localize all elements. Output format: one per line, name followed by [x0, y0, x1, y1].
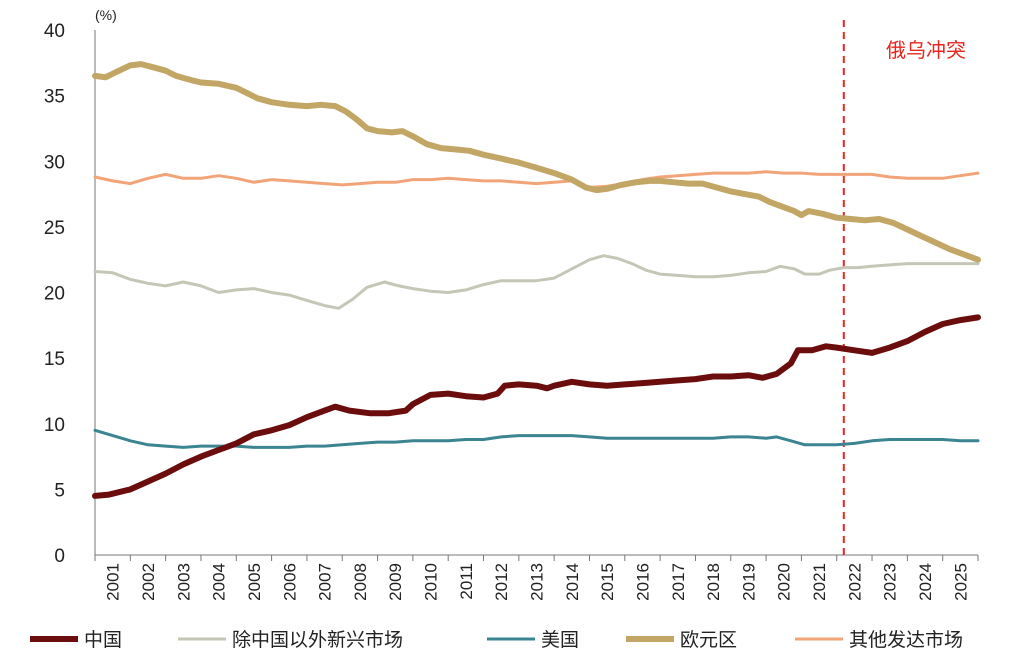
x-tick-label: 2005 [245, 563, 264, 601]
legend-label: 中国 [84, 629, 122, 651]
x-tick-label: 2012 [492, 563, 511, 601]
x-tick-label: 2006 [280, 563, 299, 601]
series-line-4 [93, 170, 980, 189]
legend-label: 其他发达市场 [849, 629, 963, 651]
x-tick-label: 2017 [669, 563, 688, 601]
y-tick-label: 20 [44, 284, 65, 305]
y-tick-label: 25 [44, 218, 65, 239]
legend-label: 美国 [541, 629, 579, 651]
legend-label: 欧元区 [680, 629, 737, 651]
x-tick-label: 2010 [422, 563, 441, 601]
x-tick-label: 2004 [210, 563, 229, 601]
x-tick-label: 2024 [916, 563, 935, 601]
y-tick-label: 40 [44, 21, 65, 42]
x-tick-label: 2018 [704, 563, 723, 601]
x-tick-label: 2014 [563, 563, 582, 601]
y-axis: 0 5 10 15 20 25 30 35 40 [44, 21, 96, 567]
legend: 中国 除中国以外新兴市场 美国 欧元区 其他发达市场 [30, 629, 963, 651]
series-line-1 [93, 254, 980, 310]
x-tick-label: 2008 [351, 563, 370, 601]
y-unit-label: (%) [95, 7, 117, 23]
y-tick-label: 15 [44, 349, 65, 370]
series-line-2 [93, 428, 980, 449]
x-tick-label: 2025 [951, 563, 970, 601]
x-tick-label: 2009 [386, 563, 405, 601]
y-tick-label: 10 [44, 415, 65, 436]
x-tick-label: 2011 [457, 563, 476, 600]
x-tick-label: 2016 [633, 563, 652, 601]
x-tick-label: 2020 [775, 563, 794, 601]
x-tick-label: 2019 [739, 563, 758, 601]
x-tick-label: 2021 [810, 563, 829, 601]
conflict-label: 俄乌冲突 [886, 39, 966, 62]
x-tick-label: 2013 [528, 563, 547, 601]
conflict-annotation: 俄乌冲突 [842, 20, 966, 555]
legend-label: 除中国以外新兴市场 [232, 629, 403, 651]
x-tick-label: 2001 [104, 563, 123, 601]
y-tick-label: 0 [54, 546, 65, 567]
x-tick-label: 2022 [845, 563, 864, 601]
y-tick-label: 35 [44, 87, 65, 108]
series-lines [92, 61, 981, 499]
x-tick-label: 2015 [598, 563, 617, 601]
x-tick-label: 2003 [174, 563, 193, 601]
x-tick-label: 2007 [316, 563, 335, 601]
y-tick-label: 30 [44, 152, 65, 173]
y-tick-label: 5 [54, 480, 65, 501]
x-axis: 2001 2002 2003 2004 2005 2006 2007 2008 2009 2010… [94, 554, 979, 601]
x-tick-label: 2002 [139, 563, 158, 601]
series-line-0 [92, 314, 981, 499]
series-line-3 [92, 61, 981, 263]
x-tick-label: 2023 [881, 563, 900, 601]
